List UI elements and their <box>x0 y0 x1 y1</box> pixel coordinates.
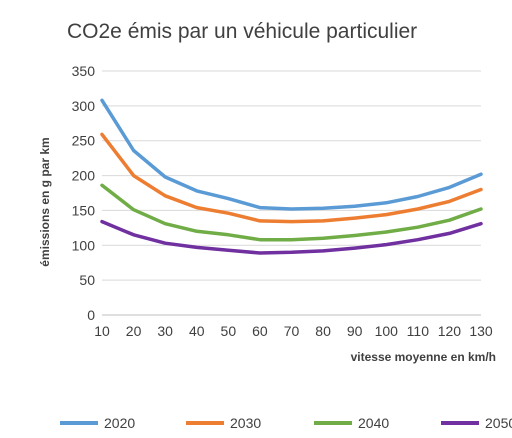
y-tick-label: 150 <box>72 202 96 218</box>
y-tick-label: 300 <box>72 98 96 114</box>
y-axis-ticks: 0 50 100 150 200 250 300 350 <box>72 63 96 323</box>
x-tick-label: 70 <box>284 323 300 339</box>
legend-label-2040: 2040 <box>358 415 389 431</box>
x-tick-label: 110 <box>407 323 430 339</box>
y-tick-label: 50 <box>79 272 95 288</box>
x-tick-label: 10 <box>94 323 110 339</box>
series-line-2050 <box>100 219 483 255</box>
legend-label-2030: 2030 <box>230 415 261 431</box>
x-tick-label: 120 <box>438 323 462 339</box>
legend-label-2050: 2050 <box>485 415 512 431</box>
series-line-2020 <box>100 98 483 211</box>
y-tick-label: 200 <box>72 168 96 184</box>
y-tick-label: 0 <box>87 307 95 323</box>
x-tick-label: 60 <box>252 323 268 339</box>
chart-title: CO2e émis par un véhicule particulier <box>67 20 417 43</box>
y-tick-label: 250 <box>72 133 96 149</box>
x-tick-label: 100 <box>375 323 399 339</box>
x-tick-label: 40 <box>189 323 205 339</box>
legend: 2020 2030 2040 2050 <box>60 415 512 431</box>
series-line-2040 <box>100 183 483 242</box>
x-tick-label: 130 <box>469 323 493 339</box>
series-lines <box>100 98 483 255</box>
x-tick-label: 50 <box>221 323 237 339</box>
x-tick-label: 30 <box>157 323 173 339</box>
x-axis-ticks: 10 20 30 40 50 60 70 80 90 100 110 120 130 <box>94 323 493 339</box>
y-tick-label: 100 <box>72 237 96 253</box>
series-line-2030 <box>100 132 483 224</box>
legend-label-2020: 2020 <box>104 415 135 431</box>
x-tick-label: 80 <box>315 323 331 339</box>
x-axis-label: vitesse moyenne en km/h <box>351 350 496 364</box>
y-tick-label: 350 <box>72 63 96 79</box>
y-axis-label: émissions en g par km <box>38 137 52 266</box>
x-tick-label: 90 <box>347 323 363 339</box>
x-tick-label: 20 <box>126 323 142 339</box>
